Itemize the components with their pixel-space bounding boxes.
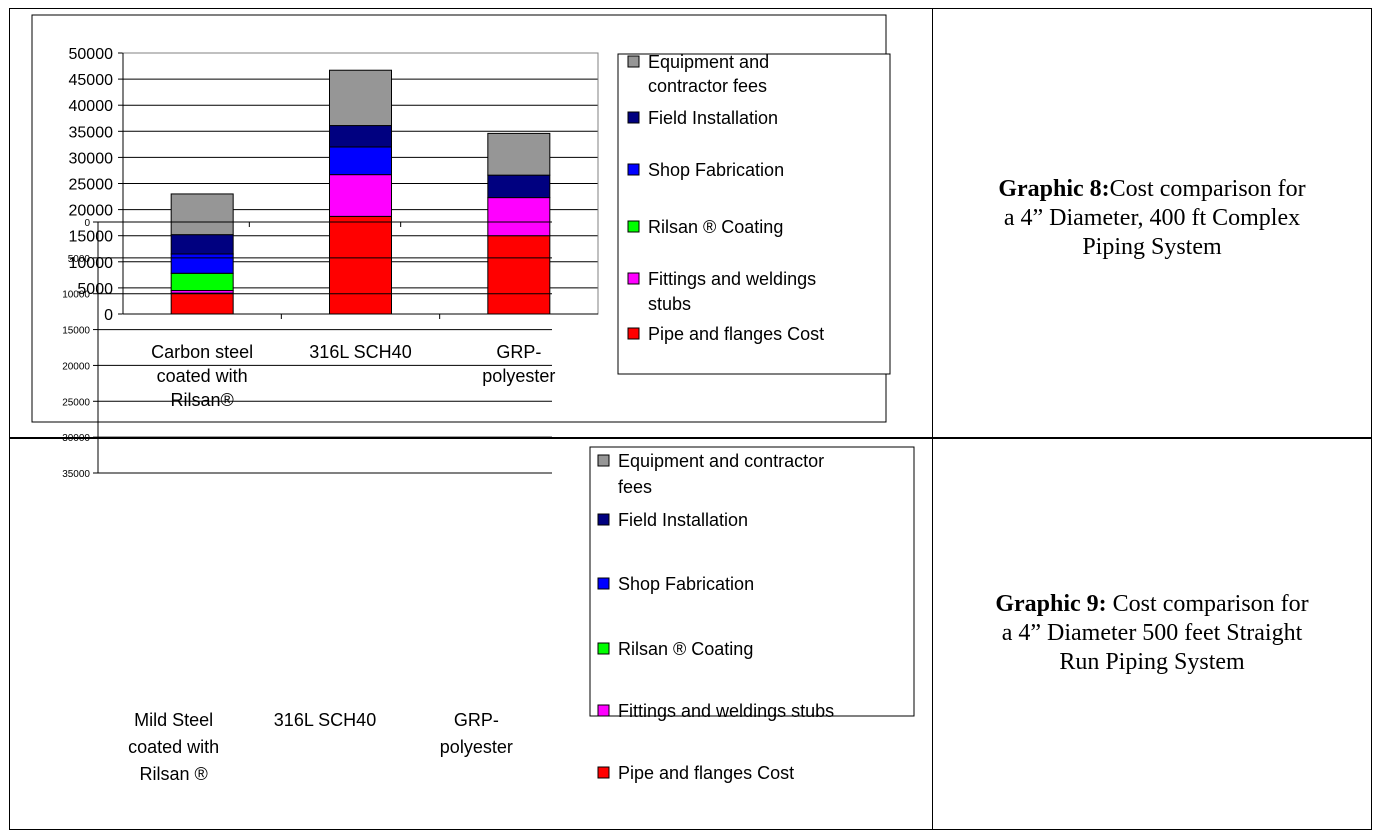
bar-segment bbox=[329, 215, 392, 315]
caption-line-3: Run Piping System bbox=[1059, 649, 1245, 675]
caption-text: Cost comparison for bbox=[1106, 591, 1309, 617]
y-tick-label: 15000 bbox=[62, 326, 90, 337]
caption-title: Graphic 8: bbox=[998, 176, 1110, 202]
bar-segment bbox=[170, 193, 234, 236]
legend-swatch bbox=[597, 766, 610, 779]
legend-label: Rilsan ® Coating bbox=[648, 217, 783, 237]
caption-text: Cost comparison for bbox=[1109, 176, 1306, 202]
legend-swatch bbox=[627, 327, 640, 340]
bar-segment bbox=[170, 253, 234, 274]
caption-line-2: a 4” Diameter, 400 ft Complex bbox=[1003, 205, 1301, 231]
category-label: Rilsan® bbox=[171, 390, 234, 410]
y-tick-label: 25000 bbox=[69, 177, 114, 194]
legend-label: contractor fees bbox=[648, 76, 767, 96]
category-label: Rilsan ® bbox=[140, 764, 208, 784]
chart-2: 05000100001500020000250003000035000Mild … bbox=[62, 218, 915, 784]
legend-swatch bbox=[597, 577, 610, 590]
legend-swatch bbox=[627, 111, 640, 124]
bar-segment bbox=[329, 69, 392, 127]
bar-segment bbox=[329, 174, 392, 217]
caption-line-3: Piping System bbox=[1082, 234, 1222, 260]
legend-label: stubs bbox=[648, 294, 691, 314]
y-tick-label: 35000 bbox=[69, 124, 114, 141]
y-tick-label: 35000 bbox=[62, 469, 90, 480]
legend-label: Shop Fabrication bbox=[618, 574, 754, 594]
table-frame bbox=[9, 8, 1372, 830]
legend-label: Shop Fabrication bbox=[648, 160, 784, 180]
bar-segment bbox=[487, 197, 551, 237]
category-label: 316L SCH40 bbox=[274, 710, 376, 730]
caption-line-1: Graphic 9: Cost comparison for bbox=[940, 590, 1364, 619]
bar-segment bbox=[170, 292, 234, 315]
legend-label: fees bbox=[618, 477, 652, 497]
y-tick-label: 20000 bbox=[69, 203, 114, 220]
legend-label: Fittings and weldings bbox=[648, 269, 816, 289]
y-tick-label: 10000 bbox=[69, 255, 114, 272]
y-tick-label: 50000 bbox=[69, 46, 114, 63]
legend-box bbox=[589, 446, 915, 717]
y-tick-label: 15000 bbox=[69, 229, 114, 246]
category-label: coated with bbox=[157, 366, 248, 386]
category-label: polyester bbox=[482, 366, 555, 386]
y-tick-label: 40000 bbox=[69, 98, 114, 115]
bar-segment bbox=[329, 146, 392, 176]
y-tick-label: 30000 bbox=[62, 433, 90, 444]
legend-swatch bbox=[597, 454, 610, 467]
legend-label: Pipe and flanges Cost bbox=[618, 763, 794, 783]
chart-1: 0500010000150002000025000300003500040000… bbox=[31, 14, 891, 423]
y-tick-label: 5000 bbox=[68, 254, 91, 265]
bar-segment bbox=[487, 235, 551, 315]
bar-segment bbox=[329, 125, 392, 148]
category-label: coated with bbox=[128, 737, 219, 757]
category-label: GRP- bbox=[454, 710, 499, 730]
legend-swatch bbox=[627, 163, 640, 176]
category-label: 316L SCH40 bbox=[309, 342, 411, 362]
bar-segment bbox=[487, 174, 551, 199]
legend-swatch bbox=[597, 513, 610, 526]
legend-box bbox=[617, 53, 891, 375]
legend-swatch bbox=[597, 642, 610, 655]
legend-label: Equipment and bbox=[648, 52, 769, 72]
legend-label: Pipe and flanges Cost bbox=[648, 324, 824, 344]
category-label: Mild Steel bbox=[134, 710, 213, 730]
category-label: GRP- bbox=[496, 342, 541, 362]
legend-label: Field Installation bbox=[618, 510, 748, 530]
table-row-divider bbox=[9, 437, 1372, 439]
caption-line-1: Graphic 8:Cost comparison for bbox=[940, 175, 1364, 204]
y-tick-label: 0 bbox=[84, 218, 90, 229]
legend-label: Equipment and contractor bbox=[618, 451, 824, 471]
y-tick-label: 45000 bbox=[69, 72, 114, 89]
legend-label: Fittings and weldings stubs bbox=[618, 701, 834, 721]
legend-label: Field Installation bbox=[648, 108, 778, 128]
legend-swatch bbox=[627, 55, 640, 68]
legend-label: Rilsan ® Coating bbox=[618, 639, 753, 659]
bar-segment bbox=[170, 272, 234, 292]
category-label: Carbon steel bbox=[151, 342, 253, 362]
y-tick-label: 0 bbox=[104, 307, 113, 324]
category-label: polyester bbox=[440, 737, 513, 757]
caption-graphic-9: Graphic 9: Cost comparison for a 4” Diam… bbox=[940, 590, 1364, 677]
caption-line-2: a 4” Diameter 500 feet Straight bbox=[1001, 620, 1303, 646]
y-tick-label: 10000 bbox=[62, 290, 90, 301]
table-column-divider bbox=[932, 8, 933, 830]
caption-title: Graphic 9: bbox=[995, 591, 1107, 617]
legend-swatch bbox=[627, 272, 640, 285]
legend-swatch bbox=[597, 704, 610, 717]
y-tick-label: 30000 bbox=[69, 150, 114, 167]
bar-segment bbox=[487, 132, 551, 176]
y-tick-label: 25000 bbox=[62, 397, 90, 408]
legend-swatch bbox=[627, 220, 640, 233]
bar-segment bbox=[170, 234, 234, 255]
y-tick-label: 20000 bbox=[62, 361, 90, 372]
caption-graphic-8: Graphic 8:Cost comparison for a 4” Diame… bbox=[940, 175, 1364, 262]
